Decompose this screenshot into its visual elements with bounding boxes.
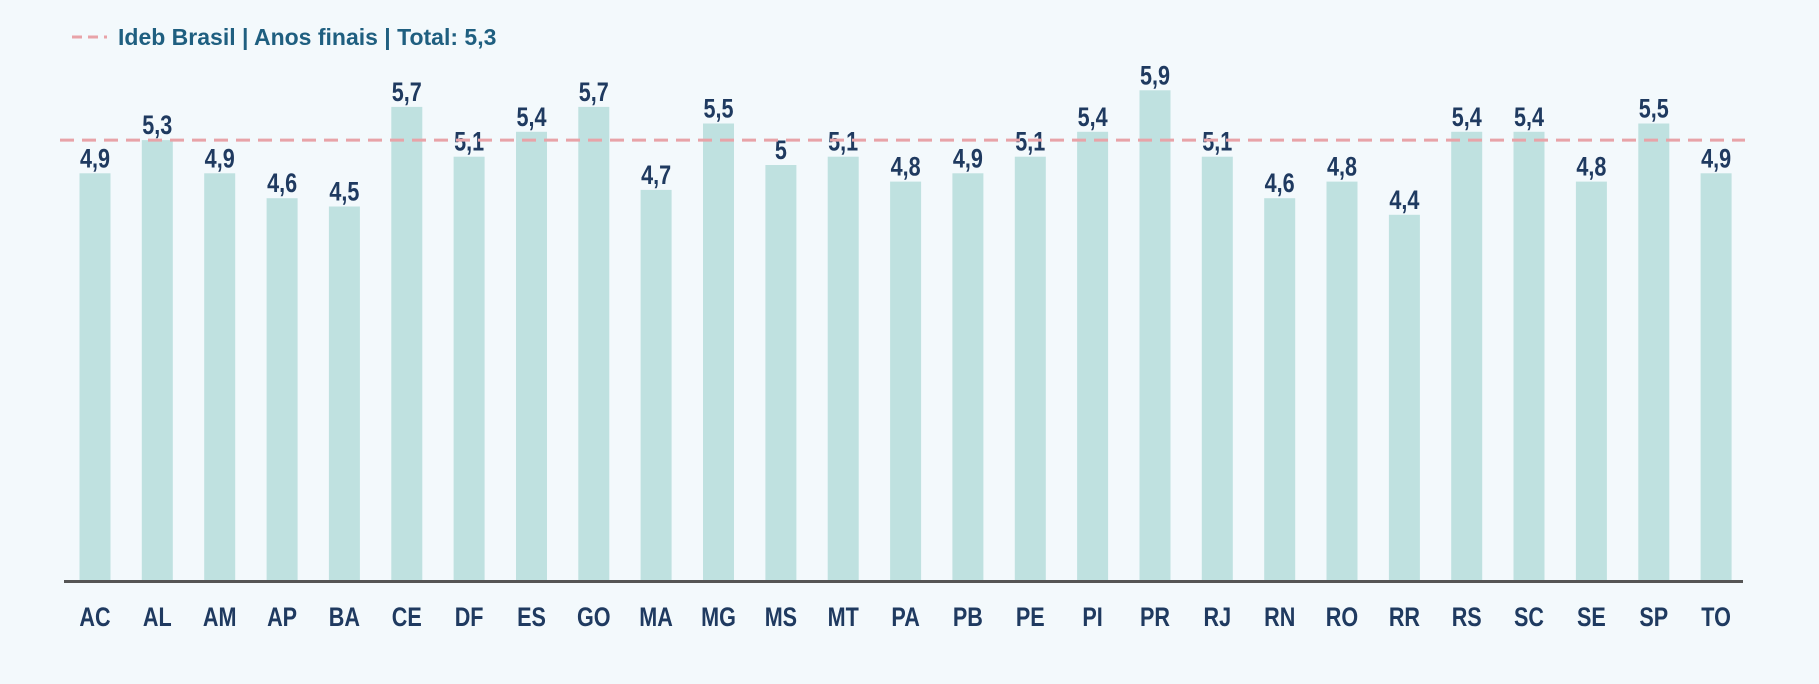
bar-ba xyxy=(328,206,360,580)
bar-to xyxy=(1700,173,1732,581)
value-label-ma: 4,7 xyxy=(641,161,671,191)
bar-rs xyxy=(1451,131,1483,581)
bar-ms xyxy=(765,165,797,580)
bar-go xyxy=(578,106,610,581)
x-tick-label-al: AL xyxy=(143,603,172,633)
x-tick-label-sp: SP xyxy=(1639,603,1668,633)
value-label-df: 5,1 xyxy=(454,128,484,158)
bar-se xyxy=(1575,181,1607,580)
value-label-pi: 5,4 xyxy=(1078,103,1108,133)
x-tick-label-pi: PI xyxy=(1082,603,1102,633)
value-label-pa: 4,8 xyxy=(891,152,921,182)
bar-pe xyxy=(1014,156,1046,580)
value-label-rn: 4,6 xyxy=(1265,169,1295,199)
value-label-pb: 4,9 xyxy=(953,144,983,174)
x-tick-label-rr: RR xyxy=(1389,603,1420,633)
x-tick-label-mg: MG xyxy=(701,603,736,633)
x-tick-label-rs: RS xyxy=(1452,603,1482,633)
value-label-go: 5,7 xyxy=(579,78,609,108)
x-tick-label-sc: SC xyxy=(1514,603,1544,633)
value-label-mt: 5,1 xyxy=(828,128,858,158)
x-tick-label-am: AM xyxy=(203,603,237,633)
legend: Ideb Brasil | Anos finais | Total: 5,3 xyxy=(72,24,496,50)
bar-pr xyxy=(1139,90,1171,581)
bar-df xyxy=(453,156,485,580)
x-tick-label-ba: BA xyxy=(329,603,360,633)
x-tick-label-es: ES xyxy=(517,603,546,633)
value-label-ba: 4,5 xyxy=(329,177,359,207)
x-tick-label-pa: PA xyxy=(891,603,919,633)
x-tick-label-ma: MA xyxy=(639,603,673,633)
value-label-es: 5,4 xyxy=(517,103,547,133)
x-tick-label-df: DF xyxy=(455,603,484,633)
value-label-ro: 4,8 xyxy=(1327,152,1357,182)
value-label-rj: 5,1 xyxy=(1202,128,1232,158)
legend-label: Ideb Brasil | Anos finais | Total: 5,3 xyxy=(118,24,496,50)
x-tick-label-pe: PE xyxy=(1016,603,1045,633)
bar-sc xyxy=(1513,131,1545,581)
bar-mt xyxy=(827,156,859,580)
x-tick-label-se: SE xyxy=(1577,603,1606,633)
x-tick-label-go: GO xyxy=(577,603,611,633)
value-label-pr: 5,9 xyxy=(1140,61,1170,91)
bar-rj xyxy=(1201,156,1233,580)
value-label-ce: 5,7 xyxy=(392,78,422,108)
x-tick-label-ce: CE xyxy=(392,603,422,633)
value-label-mg: 5,5 xyxy=(703,94,733,124)
x-tick-label-rn: RN xyxy=(1264,603,1295,633)
bar-ma xyxy=(640,189,672,580)
bar-ce xyxy=(391,106,423,581)
value-label-sc: 5,4 xyxy=(1514,103,1544,133)
value-labels-group: 4,9 5,3 4,9 4,6 4,5 5,7 5,1 5,4 5,7 4,7 5,5 5 5,1 4,8… xyxy=(80,61,1731,215)
value-label-se: 4,8 xyxy=(1576,152,1606,182)
x-tick-label-ap: AP xyxy=(267,603,297,633)
value-label-al: 5,3 xyxy=(142,111,172,141)
bar-mg xyxy=(703,123,734,580)
bar-pa xyxy=(890,181,922,580)
bar-rn xyxy=(1264,198,1296,580)
value-label-ms: 5 xyxy=(775,136,787,166)
bar-ap xyxy=(266,198,298,580)
value-label-sp: 5,5 xyxy=(1639,94,1669,124)
bar-pb xyxy=(952,173,984,581)
bar-rr xyxy=(1388,214,1420,581)
x-tick-label-ro: RO xyxy=(1326,603,1358,633)
x-tick-label-to: TO xyxy=(1701,603,1731,633)
value-label-am: 4,9 xyxy=(205,144,235,174)
bar-sp xyxy=(1638,123,1670,580)
x-tick-label-ms: MS xyxy=(765,603,797,633)
x-tick-label-pb: PB xyxy=(953,603,983,633)
bar-ac xyxy=(79,173,111,581)
value-label-ac: 4,9 xyxy=(80,144,110,174)
x-tick-label-rj: RJ xyxy=(1203,603,1231,633)
x-tick-label-ac: AC xyxy=(79,603,110,633)
x-tick-label-mt: MT xyxy=(828,603,859,633)
bar-ro xyxy=(1326,181,1358,580)
value-label-pe: 5,1 xyxy=(1015,128,1045,158)
x-tick-label-pr: PR xyxy=(1140,603,1170,633)
value-label-rr: 4,4 xyxy=(1389,186,1419,216)
x-tick-labels-group: AC AL AM AP BA CE DF ES GO MA MG MS MT PA PB PE PI PR RJ RN… xyxy=(79,603,1730,633)
bar-pi xyxy=(1077,131,1109,581)
value-label-rs: 5,4 xyxy=(1452,103,1482,133)
bar-es xyxy=(516,131,547,581)
bars-group xyxy=(79,90,1732,581)
value-label-ap: 4,6 xyxy=(267,169,297,199)
value-label-to: 4,9 xyxy=(1701,144,1731,174)
bar-am xyxy=(204,173,236,581)
bar-al xyxy=(141,140,173,580)
